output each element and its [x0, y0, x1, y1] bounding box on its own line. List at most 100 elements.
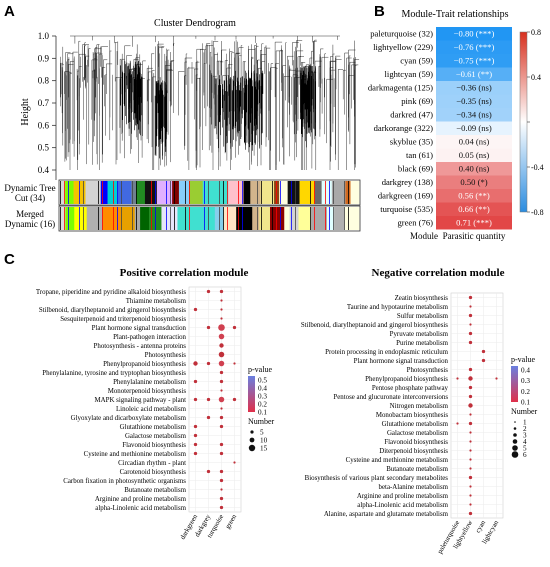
dotplot-term-label: Cysteine and methionine metabolism	[346, 457, 449, 464]
merged-dynamic-strip	[121, 207, 122, 230]
dynamic-tree-cut-strip	[68, 181, 69, 204]
dynamic-tree-cut-strip	[291, 181, 292, 204]
dotplot-column-label: green	[225, 513, 239, 530]
heatmap-module-label: darkorange (322)	[374, 123, 434, 133]
dynamic-tree-cut-strip	[83, 181, 84, 204]
dotplot-dot	[468, 403, 473, 408]
dotplot-column-label: cyan	[475, 519, 488, 534]
dynamic-tree-cut-strip	[151, 181, 152, 204]
dynamic-tree-cut-strip	[102, 181, 103, 204]
panel-a-letter: A	[4, 3, 15, 20]
dotplot-term-label: Glyoxylate and dicarboxylate metabolism	[71, 415, 187, 422]
dotplot-dot	[468, 385, 473, 390]
heatmap-cell	[436, 148, 512, 162]
dotplot-term-label: Tropane, piperidine and pyridine alkaloi…	[36, 289, 186, 296]
dotplot-term-label: Zeatin biosynthesis	[395, 295, 449, 302]
dynamic-tree-cut-strip	[117, 181, 118, 204]
dendrogram-clump	[300, 65, 316, 148]
merged-dynamic-segment	[195, 207, 210, 230]
dynamic-tree-cut-strip	[314, 181, 315, 204]
merged-dynamic-strip	[223, 207, 224, 230]
heatmap-module-label: pink (69)	[401, 96, 433, 106]
dotplot-term-label: Photosynthesis	[145, 352, 187, 359]
dotplot-term-label: Glutathione metabolism	[120, 424, 187, 431]
merged-dynamic-strip	[64, 207, 65, 230]
dynamic-tree-cut-segment	[299, 181, 316, 204]
dotplot-term-label: Nitrogen metabolism	[390, 403, 449, 410]
dotplot-term-label: Flavonoid biosynthesis	[122, 442, 186, 449]
dendrogram-y-tick-label: 0.4	[38, 165, 50, 175]
dotplot-term-label: Photosynthesis - antenna proteins	[94, 343, 187, 350]
legend-number-label: 10	[260, 437, 268, 445]
dynamic-tree-cut-segment	[60, 181, 66, 204]
dotplot-term-label: Alanine, aspartate and glutamate metabol…	[324, 511, 449, 518]
heatmap-cell	[436, 54, 512, 68]
dynamic-tree-cut-strip	[155, 181, 156, 204]
legend-number-dot	[250, 430, 254, 434]
dynamic-tree-cut-segment	[100, 181, 108, 204]
dotplot-dot	[219, 379, 224, 384]
heatmap-cell-label: 0.40 (ns)	[459, 164, 490, 174]
dynamic-tree-cut-segment	[189, 181, 203, 204]
dotplot-dot	[206, 397, 211, 402]
merged-dynamic-strip	[83, 207, 84, 230]
panel-b: B Module-Trait relationships paleturquoi…	[368, 3, 544, 241]
heatmap-module-label: black (69)	[398, 164, 433, 174]
merged-dynamic-segment	[65, 207, 75, 230]
merged-dynamic-segment	[74, 207, 87, 230]
legend-pvalue-tick: 0.3	[521, 377, 530, 385]
merged-dynamic-strip	[117, 207, 118, 230]
merged-dynamic-strip	[136, 207, 137, 230]
merged-dynamic-strip	[132, 207, 133, 230]
merged-dynamic-strip	[208, 207, 209, 230]
heatmap-module-label: darkgrey (138)	[382, 177, 433, 187]
merged-dynamic-segment	[140, 207, 150, 230]
dynamic-tree-cut-strip	[325, 181, 326, 204]
dynamic-tree-cut-strip	[348, 181, 349, 204]
dotplot-dot	[456, 377, 459, 380]
merged-dynamic-strip	[276, 207, 277, 230]
dotplot-dot	[219, 343, 224, 348]
dotplot-term-label: beta-Alanine metabolism	[379, 484, 449, 491]
colorbar-tick-label: 0.8	[531, 28, 541, 37]
dendrogram-y-ticks: 1.0 0.9 0.8 0.7 0.6 0.5 0.4	[38, 31, 56, 175]
dotplot-dot	[469, 485, 472, 488]
legend-number-dot	[512, 445, 518, 451]
heatmap-cell	[436, 121, 512, 135]
heatmap-cell-label: −0.61 (**)	[456, 69, 492, 79]
dotplot-dot	[220, 299, 223, 302]
dotplot-dot	[219, 469, 224, 474]
dotplot-term-label: Protein processing in endoplasmic reticu…	[325, 349, 448, 356]
dotplot-term-label: alpha-Linolenic acid metabolism	[95, 505, 186, 512]
legend-pvalue-bar	[511, 366, 518, 402]
dotplot-dot	[206, 361, 211, 366]
dotplot-term-label: Galactose metabolism	[125, 433, 187, 440]
dendrogram-y-tick-label: 1.0	[38, 31, 50, 41]
dynamic-tree-cut-frame	[58, 179, 361, 206]
merged-dynamic-segment	[209, 207, 216, 230]
heatmap-cell-label: 0.66 (**)	[458, 204, 490, 214]
dendrogram-clump	[119, 60, 143, 138]
legend-number-label: 15	[260, 445, 268, 453]
dotplot-dot	[468, 340, 473, 345]
merged-dynamic-strip	[98, 207, 99, 230]
colorbar-tick-label: -0.4	[531, 163, 544, 172]
dotplot-dot	[206, 415, 211, 420]
dynamic-tree-cut-strip	[295, 181, 296, 204]
negative-correlation-dotplot: Negative correlation module Zeatin biosyn…	[301, 267, 538, 555]
dotplot-dot	[219, 415, 224, 420]
dynamic-tree-cut-segment	[279, 181, 288, 204]
merged-dynamic-strip	[272, 207, 273, 230]
dynamic-tree-cut-segment	[207, 181, 217, 204]
dotplot-dot	[193, 361, 198, 366]
dotplot-term-label: Sulfur metabolism	[397, 313, 449, 320]
legend-pvalue-tick: 0.3	[258, 393, 267, 401]
dendrogram-clump	[214, 75, 246, 153]
dotplot-term-label: Pentose and glucuronate interconversions	[333, 394, 448, 401]
heatmap-cell-label: 0.56 (**)	[458, 191, 490, 201]
dotplot-dot	[218, 333, 225, 340]
dynamic-tree-cut-strip	[238, 181, 239, 204]
dynamic-tree-cut-strip	[261, 181, 262, 204]
merged-dynamic-segment	[161, 207, 178, 230]
